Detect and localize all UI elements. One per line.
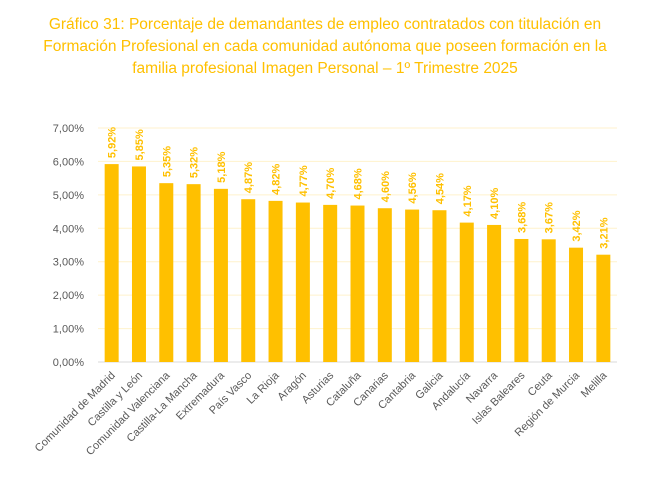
- bar: [377, 208, 392, 362]
- bar: [241, 199, 256, 362]
- data-label: 4,60%: [380, 171, 392, 202]
- data-label: 4,56%: [407, 172, 419, 203]
- data-label: 4,68%: [353, 168, 365, 199]
- bar: [459, 222, 474, 362]
- data-label: 3,68%: [516, 202, 528, 233]
- y-tick-label: 6,00%: [53, 156, 84, 168]
- bar: [268, 200, 283, 362]
- bar: [569, 247, 584, 362]
- data-label: 4,54%: [434, 173, 446, 204]
- data-label: 3,67%: [544, 202, 556, 233]
- y-tick-label: 0,00%: [53, 357, 84, 369]
- data-label: 5,92%: [107, 127, 119, 158]
- bar: [432, 210, 447, 362]
- bar: [131, 166, 146, 362]
- data-label: 4,77%: [298, 165, 310, 196]
- data-label: 5,35%: [161, 146, 173, 177]
- y-tick-label: 2,00%: [53, 290, 84, 302]
- y-tick-label: 7,00%: [53, 123, 84, 135]
- data-label: 4,70%: [325, 167, 337, 198]
- bar: [487, 224, 502, 362]
- data-label: 4,87%: [243, 162, 255, 193]
- data-label: 3,21%: [598, 217, 610, 248]
- chart-title: Gráfico 31: Porcentaje de demandantes de…: [0, 14, 650, 80]
- bar: [295, 202, 310, 362]
- title-line: Gráfico 31: Porcentaje de demandantes de…: [48, 16, 602, 33]
- bar: [596, 254, 611, 362]
- bar: [186, 184, 201, 362]
- bar: [541, 239, 556, 362]
- bar: [323, 204, 338, 362]
- x-tick-label: Melilla: [579, 369, 610, 400]
- bar: [104, 164, 119, 362]
- data-label: 3,42%: [571, 210, 583, 241]
- bar: [350, 205, 365, 362]
- data-label: 5,85%: [134, 129, 146, 160]
- bar: [514, 238, 529, 362]
- data-label: 5,32%: [189, 147, 201, 178]
- y-tick-label: 1,00%: [53, 324, 84, 336]
- y-tick-label: 4,00%: [53, 223, 84, 235]
- bar: [213, 188, 228, 362]
- y-tick-label: 5,00%: [53, 190, 84, 202]
- title-line: familia profesional Imagen Personal – 1º…: [132, 60, 518, 77]
- y-tick-label: 3,00%: [53, 257, 84, 269]
- data-label: 4,17%: [462, 185, 474, 216]
- data-label: 4,10%: [489, 188, 501, 219]
- bar: [405, 209, 420, 362]
- title-line: Formación Profesional en cada comunidad …: [43, 38, 607, 55]
- data-label: 5,18%: [216, 151, 228, 182]
- bar: [159, 183, 174, 362]
- data-label: 4,82%: [271, 163, 283, 194]
